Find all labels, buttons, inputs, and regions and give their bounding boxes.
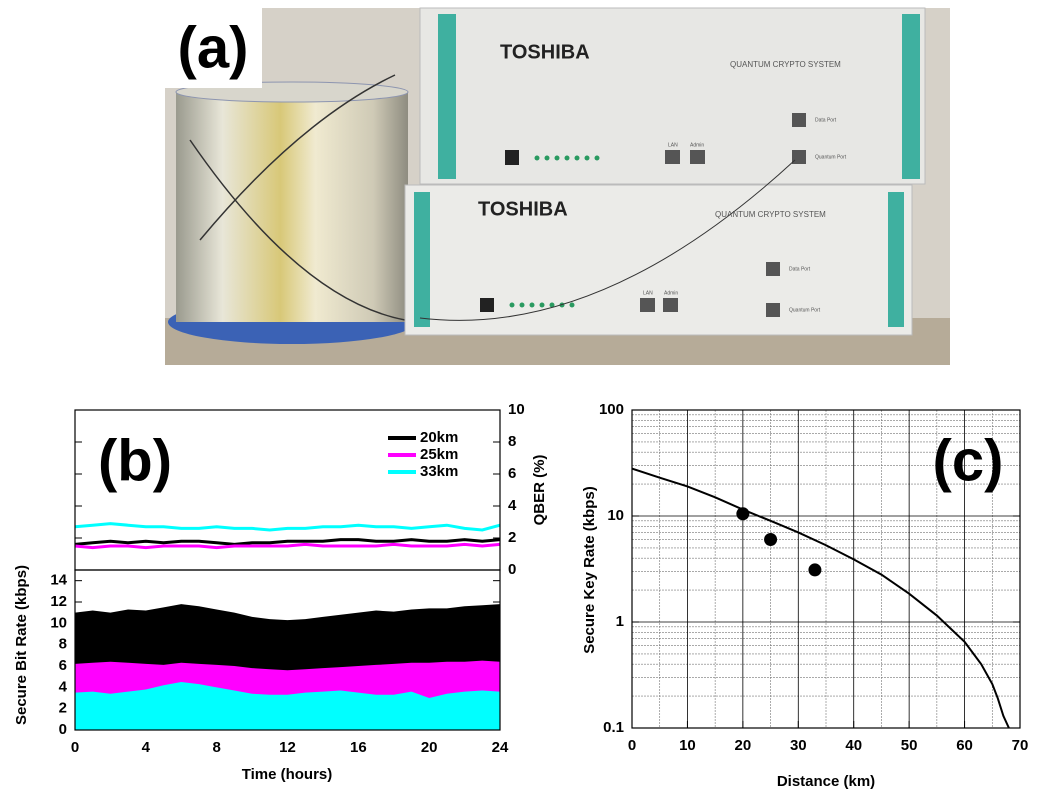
handle xyxy=(414,192,430,327)
port-label: LAN xyxy=(668,142,678,148)
legend-label: 33km xyxy=(420,463,458,480)
data-line xyxy=(74,542,501,550)
port-label: Admin xyxy=(664,290,678,296)
x-tick-label: 70 xyxy=(1012,737,1029,754)
data-point xyxy=(736,507,750,521)
x-tick-label: 10 xyxy=(679,737,696,754)
port-label: Quantum Port xyxy=(815,154,847,160)
y-tick-label: 0 xyxy=(59,721,67,738)
x-tick-label: 0 xyxy=(628,737,636,754)
data-line xyxy=(74,522,501,532)
x-tick-label: 30 xyxy=(790,737,807,754)
y-axis-title: Secure Key Rate (kbps) xyxy=(581,486,598,654)
y-tick-label: 0 xyxy=(508,561,516,578)
plot-frame xyxy=(631,409,1021,729)
legend-label: 20km xyxy=(420,429,458,446)
brand: TOSHIBA xyxy=(500,41,590,63)
data-point xyxy=(764,533,778,547)
y-tick-label: 8 xyxy=(59,636,67,653)
panel-label: (b) xyxy=(98,428,172,493)
x-tick-label: 40 xyxy=(845,737,862,754)
product-name: QUANTUM CRYPTO SYSTEM xyxy=(730,60,841,69)
y-tick-label: 10 xyxy=(607,507,624,524)
handle xyxy=(438,14,456,179)
y-tick-label: 100 xyxy=(599,401,624,418)
x-tick-label: 20 xyxy=(421,739,438,756)
data-line xyxy=(631,467,1010,729)
port-label: Data Port xyxy=(789,266,811,272)
fiber-spool xyxy=(176,92,408,322)
y-tick-label: 6 xyxy=(508,465,516,482)
x-axis-title: Time (hours) xyxy=(242,766,333,783)
y-axis-title: Secure Bit Rate (kbps) xyxy=(13,565,30,725)
fiber xyxy=(189,74,406,321)
label-box xyxy=(165,8,262,88)
power-switch xyxy=(480,298,494,312)
x-tick-label: 8 xyxy=(212,739,220,756)
x-tick-label: 50 xyxy=(901,737,918,754)
x-tick-label: 24 xyxy=(492,739,509,756)
x-tick-label: 60 xyxy=(956,737,973,754)
y-tick-label: 2 xyxy=(508,529,516,546)
data-area xyxy=(75,682,500,730)
y-tick-label: 4 xyxy=(508,497,517,514)
plot-frame xyxy=(74,569,501,731)
y-tick-label: 10 xyxy=(50,614,67,631)
y-tick-label: 4 xyxy=(59,678,68,695)
y-tick-label: 14 xyxy=(50,572,67,589)
x-tick-label: 4 xyxy=(142,739,151,756)
legend-label: 25km xyxy=(420,446,458,463)
x-tick-label: 20 xyxy=(735,737,752,754)
y-axis-title: QBER (%) xyxy=(531,455,548,526)
y-tick-label: 12 xyxy=(50,593,67,610)
photo: TOSHIBA QUANTUM CRYPTO SYSTEM Data Port … xyxy=(165,7,950,365)
port-label: Data Port xyxy=(815,117,837,123)
fiber xyxy=(419,159,796,321)
y-tick-label: 0.1 xyxy=(603,719,624,736)
panel-label: (a) xyxy=(178,15,249,80)
x-tick-label: 0 xyxy=(71,739,79,756)
y-tick-label: 1 xyxy=(616,613,624,630)
port-label: Admin xyxy=(690,142,704,148)
handle xyxy=(888,192,904,327)
ports xyxy=(640,113,806,317)
y-tick-label: 6 xyxy=(59,657,67,674)
leds xyxy=(509,155,600,308)
y-tick-label: 10 xyxy=(508,401,525,418)
panel-label: (c) xyxy=(933,428,1004,493)
product-name: QUANTUM CRYPTO SYSTEM xyxy=(715,210,826,219)
x-tick-label: 16 xyxy=(350,739,367,756)
port-label: LAN xyxy=(643,290,653,296)
x-tick-label: 12 xyxy=(279,739,296,756)
y-tick-label: 2 xyxy=(59,700,67,717)
brand: TOSHIBA xyxy=(478,198,568,220)
data-line xyxy=(74,538,501,546)
data-point xyxy=(808,563,822,577)
y-tick-label: 8 xyxy=(508,433,516,450)
port-label: Quantum Port xyxy=(789,307,821,313)
power-switch xyxy=(505,150,519,165)
handle xyxy=(902,14,920,179)
x-axis-title: Distance (km) xyxy=(777,773,875,790)
